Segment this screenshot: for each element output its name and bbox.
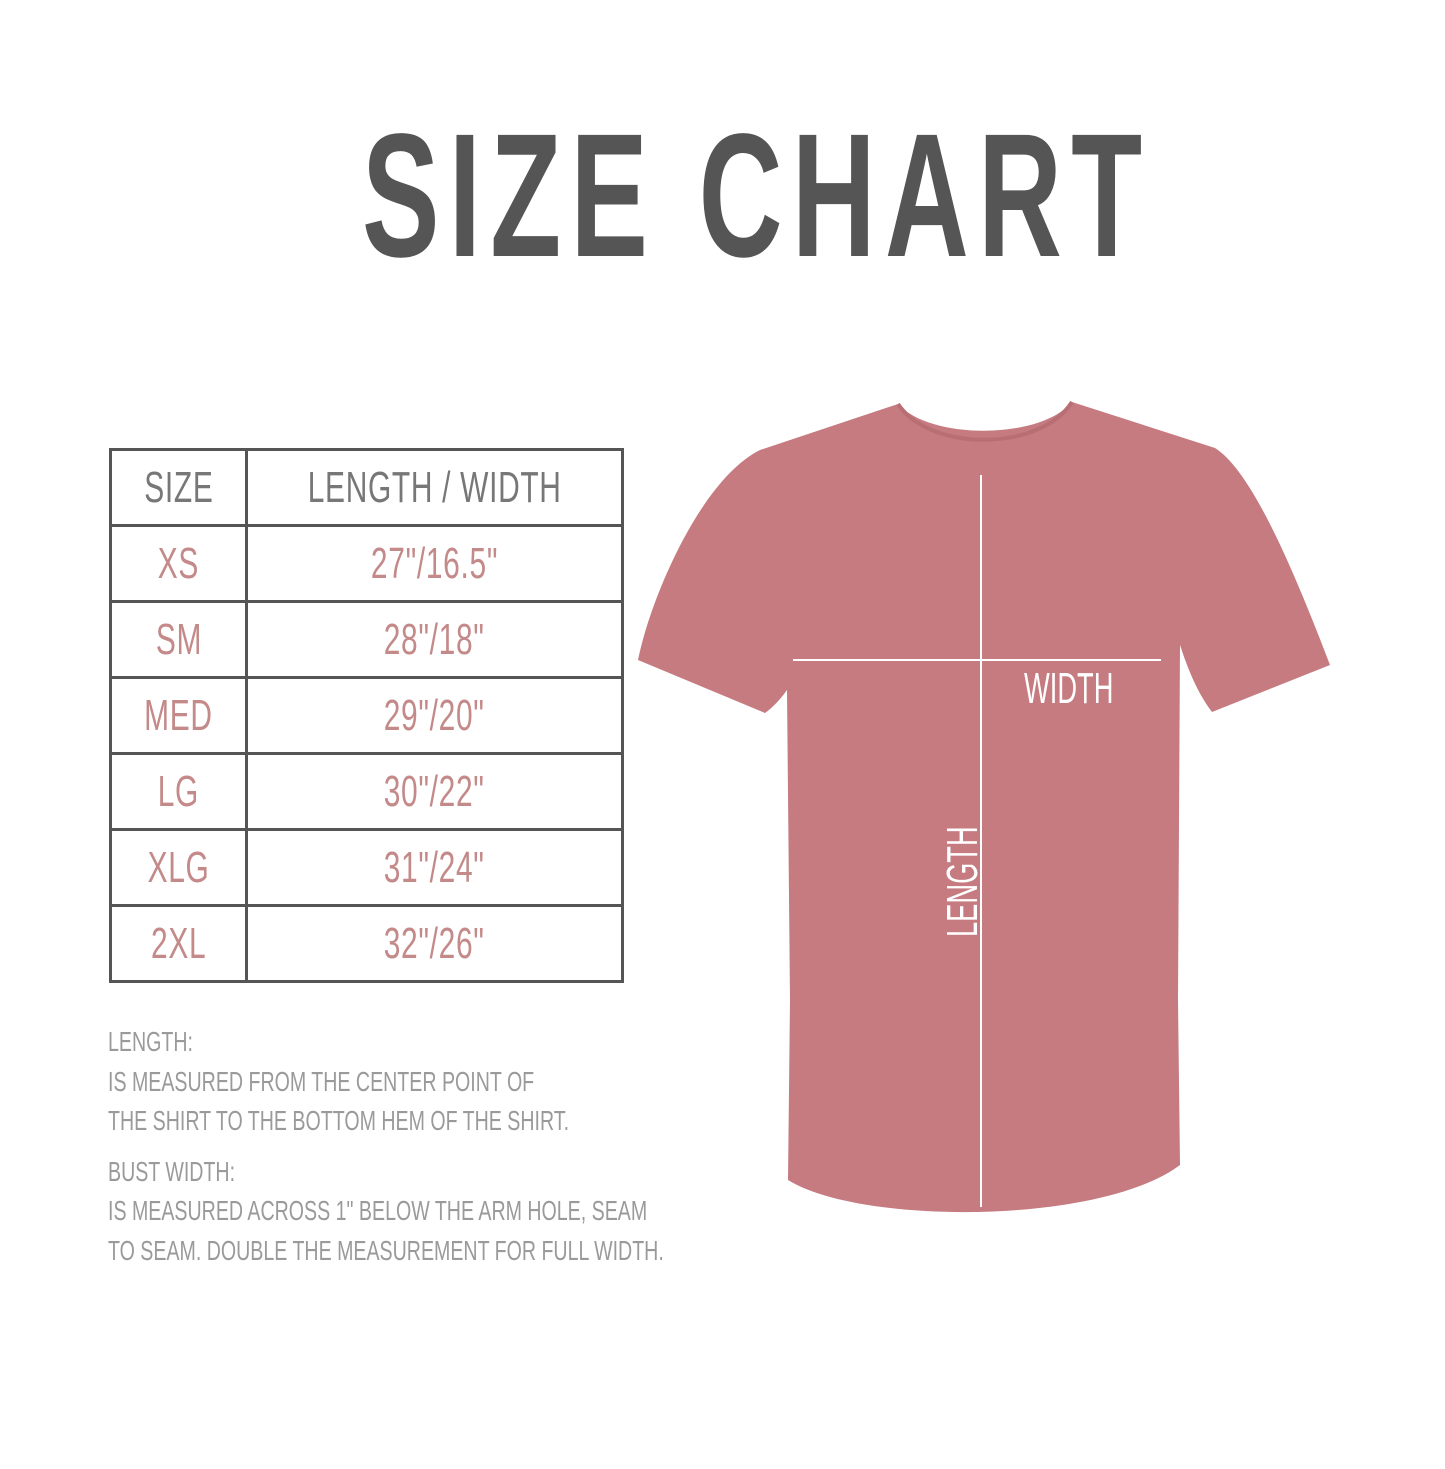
tshirt-shape (638, 402, 1330, 1213)
table-header-row: SIZE LENGTH / WIDTH (109, 448, 625, 527)
measure-cell: 28"/18" (384, 614, 486, 664)
length-line-2: THE SHIRT TO THE BOTTOM HEM OF THE SHIRT… (108, 1105, 570, 1136)
measure-cell: 31"/24" (384, 842, 486, 892)
size-table: SIZE LENGTH / WIDTH XS 27"/16.5" SM 28"/18… (109, 448, 625, 983)
table-row: 2XL 32"/26" (109, 904, 625, 983)
measure-cell: 30"/22" (384, 766, 486, 816)
size-cell: SM (155, 614, 202, 664)
measurement-notes: LENGTH: IS MEASURED FROM THE CENTER POIN… (108, 1022, 902, 1270)
table-row: LG 30"/22" (109, 752, 625, 831)
table-row: MED 29"/20" (109, 676, 625, 755)
table-row: SM 28"/18" (109, 600, 625, 679)
size-cell: LG (157, 766, 200, 816)
size-cell: 2XL (150, 918, 207, 968)
size-cell: XS (157, 538, 200, 588)
measure-cell: 27"/16.5" (371, 538, 499, 588)
collar (896, 400, 1074, 442)
width-label: WIDTH (1024, 664, 1114, 713)
length-heading: LENGTH: (108, 1026, 193, 1057)
measure-cell: 32"/26" (384, 918, 486, 968)
size-cell: XLG (147, 842, 210, 892)
header-size: SIZE (143, 462, 214, 512)
width-line-1: IS MEASURED ACROSS 1" BELOW THE ARM HOLE… (108, 1195, 648, 1226)
length-label: LENGTH (938, 826, 987, 937)
measure-cell: 29"/20" (384, 690, 486, 740)
size-cell: MED (144, 690, 213, 740)
table-row: XS 27"/16.5" (109, 524, 625, 603)
header-length-width: LENGTH / WIDTH (307, 462, 562, 512)
table-row: XLG 31"/24" (109, 828, 625, 907)
width-line-2: TO SEAM. DOUBLE THE MEASUREMENT FOR FULL… (108, 1234, 664, 1266)
width-heading: BUST WIDTH: (108, 1155, 236, 1187)
page-title: SIZE CHART (362, 98, 1152, 294)
length-line-1: IS MEASURED FROM THE CENTER POINT OF (108, 1065, 535, 1097)
